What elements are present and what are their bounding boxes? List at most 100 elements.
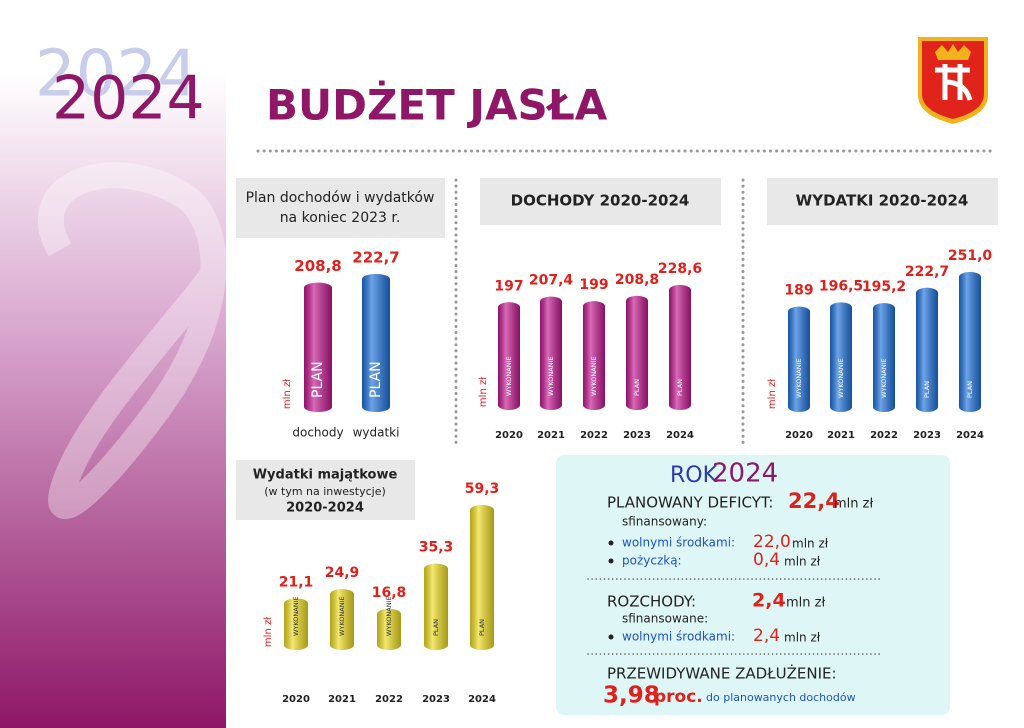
bar-label: PLAN — [923, 381, 931, 398]
bullet — [608, 558, 614, 564]
bullet — [608, 634, 614, 640]
item-unit: mln zł — [784, 631, 821, 645]
title-box — [480, 178, 721, 225]
chart-title: WYDATKI 2020-2024 — [796, 192, 969, 210]
outflows-note: sfinansowane: — [622, 612, 708, 626]
value-label: 208,8 — [615, 272, 659, 288]
summary-box — [556, 455, 950, 715]
x-tick-label: 2020 — [495, 430, 523, 441]
x-tick-label: 2022 — [375, 694, 403, 705]
summary-title: ROK — [670, 463, 718, 488]
chart-title: (w tym na inwestycje) — [264, 485, 386, 498]
bar-label: PLAN — [478, 619, 486, 636]
x-tick-label: 2023 — [623, 430, 651, 441]
item-label: wolnymi środkami: — [622, 536, 735, 550]
page-title: BUDŻET JASŁA — [266, 80, 608, 130]
x-tick-label: 2022 — [580, 430, 608, 441]
x-tick-label: dochody — [292, 426, 343, 440]
year: 2024 — [52, 64, 205, 134]
value-label: 199 — [579, 277, 608, 293]
value-label: 35,3 — [419, 540, 454, 556]
value-label: 16,8 — [372, 585, 407, 601]
value-label: 195,2 — [862, 279, 906, 295]
outflows-value: 2,4 — [752, 590, 786, 612]
x-tick-label: 2021 — [537, 430, 565, 441]
bar-shine — [330, 589, 354, 650]
title-box — [236, 178, 445, 238]
item-label: pożyczką: — [622, 554, 682, 568]
bar-label: WYKONANIE — [505, 356, 513, 396]
value-label: 228,6 — [658, 261, 702, 277]
debt-note: do planowanych dochodów — [706, 691, 856, 704]
bar-label: PLAN — [633, 379, 641, 396]
value-label: 222,7 — [905, 264, 949, 280]
bar-shine — [304, 282, 332, 412]
y-unit-label: mln zł — [282, 379, 293, 409]
bar-label: WYKONANIE — [338, 596, 346, 636]
bar-shine — [873, 303, 895, 412]
x-tick-label: 2023 — [913, 430, 941, 441]
value-label: 189 — [784, 283, 813, 299]
chart-title: na koniec 2023 r. — [280, 210, 401, 226]
bar-shine — [498, 302, 520, 410]
bar-label: PLAN — [310, 361, 326, 398]
coat-of-arms — [918, 37, 988, 124]
value-label: 222,7 — [352, 249, 399, 267]
item-value: 22,0 — [753, 532, 791, 552]
bar-label: WYKONANIE — [590, 356, 598, 396]
deficit-value: 22,4 — [788, 489, 840, 513]
bar-shine — [362, 274, 390, 412]
value-label: 21,1 — [279, 574, 314, 590]
bar-label: PLAN — [432, 619, 440, 636]
value-label: 208,8 — [294, 257, 341, 275]
x-tick-label: 2022 — [870, 430, 898, 441]
deficit-note: sfinansowany: — [622, 515, 707, 529]
bar-shine — [916, 287, 938, 412]
bar-shine — [669, 285, 691, 410]
bar-shine — [470, 505, 494, 650]
item-unit: mln zł — [784, 555, 821, 569]
title-box — [236, 460, 415, 520]
chart-title: 2020-2024 — [286, 501, 364, 516]
bar-label: WYKONANIE — [795, 358, 803, 398]
value-label: 196,5 — [819, 278, 863, 294]
item-value: 2,4 — [753, 626, 780, 646]
deficit-unit: mln zł — [834, 497, 873, 512]
x-tick-label: 2023 — [422, 694, 450, 705]
decor-letter — [37, 162, 242, 519]
summary-year: 2024 — [712, 459, 778, 489]
value-label: 24,9 — [325, 565, 360, 581]
bar-shine — [788, 306, 810, 412]
bar-shine — [626, 295, 648, 410]
y-unit-label: mln zł — [478, 377, 489, 407]
bullet — [608, 540, 614, 546]
bar-label: PLAN — [966, 381, 974, 398]
title-box — [767, 178, 998, 225]
bar-shine — [540, 296, 562, 410]
bar-shine — [583, 301, 605, 410]
bar-shine — [424, 563, 448, 650]
debt-unit: proc. — [654, 687, 703, 707]
chart-title: DOCHODY 2020-2024 — [511, 192, 690, 210]
bar-label: WYKONANIE — [880, 358, 888, 398]
value-label: 207,4 — [529, 273, 574, 289]
outflows-label: ROZCHODY: — [607, 593, 696, 611]
year-shadow: 2024 — [35, 38, 198, 112]
chart-title: Wydatki majątkowe — [253, 468, 398, 483]
bar-shine — [830, 302, 852, 412]
x-tick-label: 2024 — [468, 694, 496, 705]
value-label: 197 — [494, 278, 523, 294]
item-value: 0,4 — [753, 550, 780, 570]
bar-shine — [377, 608, 401, 650]
value-label: 251,0 — [948, 248, 993, 264]
bar-shine — [284, 598, 308, 650]
y-unit-label: mln zł — [263, 617, 274, 647]
bar-label: WYKONANIE — [837, 358, 845, 398]
bar-label: WYKONANIE — [385, 596, 393, 636]
bar-label: WYKONANIE — [292, 596, 300, 636]
x-tick-label: 2024 — [956, 430, 984, 441]
deficit-label: PLANOWANY DEFICYT: — [607, 494, 773, 512]
bar-shine — [959, 272, 981, 412]
chart-title: Plan dochodów i wydatków — [246, 190, 435, 206]
